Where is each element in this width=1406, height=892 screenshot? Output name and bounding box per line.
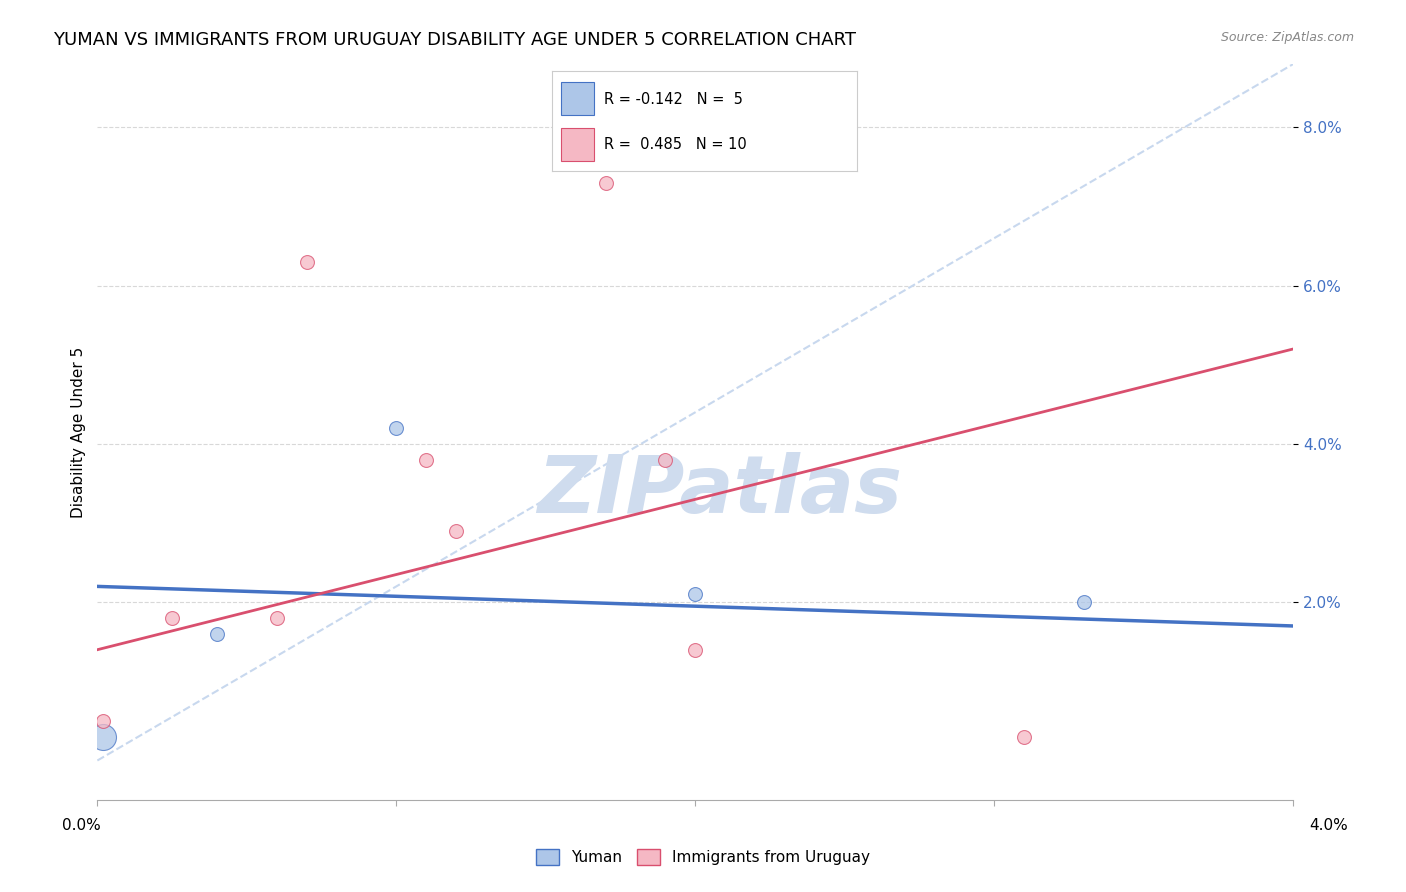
Point (415, 452, 437, 467)
Text: Source: ZipAtlas.com: Source: ZipAtlas.com (1220, 31, 1354, 45)
Point (595, 176, 617, 190)
Point (205, 627, 228, 641)
Point (91, 714, 114, 728)
Text: 4.0%: 4.0% (1309, 818, 1348, 833)
Text: ZIPatlas: ZIPatlas (537, 452, 901, 530)
Text: 0.0%: 0.0% (62, 818, 101, 833)
Point (385, 421, 408, 435)
Point (1012, 730, 1035, 744)
Point (685, 587, 707, 601)
Text: YUMAN VS IMMIGRANTS FROM URUGUAY DISABILITY AGE UNDER 5 CORRELATION CHART: YUMAN VS IMMIGRANTS FROM URUGUAY DISABIL… (53, 31, 856, 49)
Point (91, 730, 114, 744)
Legend: Yuman, Immigrants from Uruguay: Yuman, Immigrants from Uruguay (530, 843, 876, 871)
Point (295, 255, 318, 269)
Point (160, 611, 183, 625)
Point (1073, 595, 1095, 609)
Point (266, 611, 288, 625)
Point (685, 642, 707, 657)
Point (444, 524, 467, 538)
Y-axis label: Disability Age Under 5: Disability Age Under 5 (72, 346, 86, 517)
Point (654, 452, 676, 467)
